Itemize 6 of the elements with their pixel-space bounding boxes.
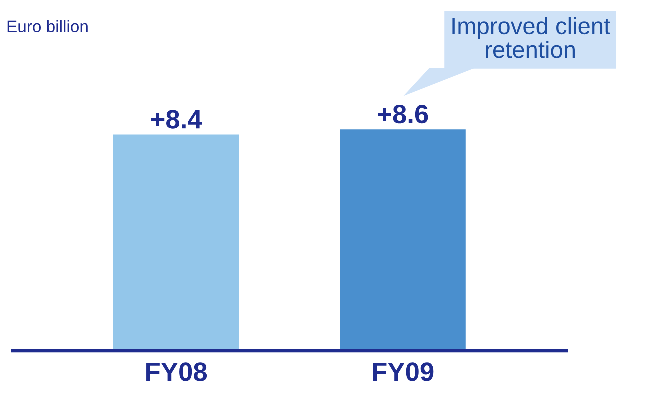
text: Improved client retention: [452, 17, 610, 58]
x-tick-label: FY09: [373, 362, 434, 382]
data-label: +8.6: [378, 104, 428, 124]
data-label: +8.4: [151, 110, 202, 129]
x-tick-label: FY08: [146, 362, 208, 382]
chart-subtitle: Euro billion: [8, 20, 88, 33]
